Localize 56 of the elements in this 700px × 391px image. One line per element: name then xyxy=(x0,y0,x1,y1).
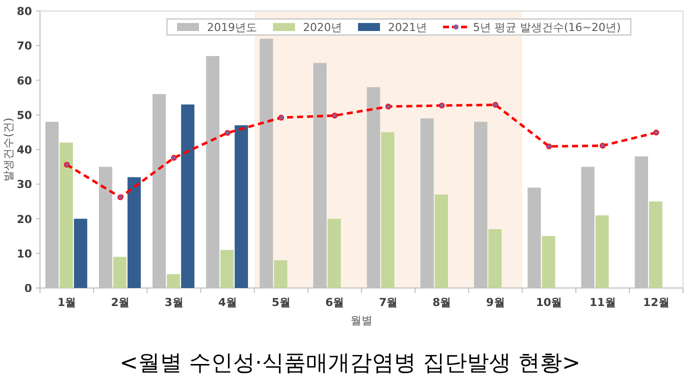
point xyxy=(171,154,177,161)
y-tick-label: 70 xyxy=(16,40,32,53)
y-tick-label: 20 xyxy=(16,212,32,226)
point xyxy=(385,104,392,110)
x-tick-label: 12월 xyxy=(643,296,670,309)
y-tick-label: 40 xyxy=(16,144,32,156)
x-tick-label: 2월 xyxy=(111,296,130,309)
x-tick-label: 3월 xyxy=(164,296,184,309)
x-tick-label: 7월 xyxy=(378,296,398,309)
x-axis-title: 월별 xyxy=(350,314,372,327)
x-tick-label: 6월 xyxy=(325,296,344,309)
x-tick-label: 4월 xyxy=(218,296,237,309)
bar xyxy=(649,201,662,288)
y-tick-label: 60 xyxy=(16,74,32,88)
bar xyxy=(488,229,502,288)
bar xyxy=(166,274,180,288)
bar xyxy=(74,218,88,288)
point xyxy=(546,143,552,150)
point xyxy=(600,142,606,149)
bar xyxy=(595,215,609,288)
bar xyxy=(542,236,556,288)
bar xyxy=(234,125,248,288)
bar xyxy=(60,142,73,288)
point xyxy=(438,102,445,108)
bar xyxy=(381,132,394,288)
x-tick-label: 11월 xyxy=(589,296,616,309)
point xyxy=(278,114,284,121)
bar xyxy=(220,250,234,288)
y-tick-label: 50 xyxy=(16,108,32,122)
y-tick-label: 10 xyxy=(16,247,32,260)
legend-label: 2019년도 xyxy=(207,21,257,34)
point xyxy=(653,130,660,136)
y-tick-label: 30 xyxy=(16,178,32,192)
point xyxy=(492,102,498,108)
text: <월별 수인성·식품매개감염병 집단발생 현황> xyxy=(120,351,580,376)
bar xyxy=(274,260,288,288)
point xyxy=(117,194,124,200)
bar xyxy=(113,256,127,288)
legend-label: 5년 평균 발생건수(16~20년) xyxy=(473,21,621,34)
bar xyxy=(434,194,448,288)
x-tick-label: 9월 xyxy=(486,296,505,309)
legend-label: 2021년 xyxy=(388,21,427,34)
point xyxy=(64,162,70,168)
y-tick-label: 0 xyxy=(24,282,32,295)
y-axis-title: 발생건수(건) xyxy=(2,118,15,182)
point xyxy=(224,130,230,136)
x-tick-label: 10월 xyxy=(536,296,562,309)
x-tick-label: 5월 xyxy=(272,296,290,309)
y-tick-label: 80 xyxy=(16,5,32,18)
point xyxy=(332,112,338,118)
bar xyxy=(328,218,341,288)
bar xyxy=(128,177,141,288)
legend-label: 2020년 xyxy=(303,21,342,34)
x-tick-label: 8월 xyxy=(432,296,452,309)
bar xyxy=(181,104,194,288)
x-tick-label: 1월 xyxy=(57,296,76,309)
